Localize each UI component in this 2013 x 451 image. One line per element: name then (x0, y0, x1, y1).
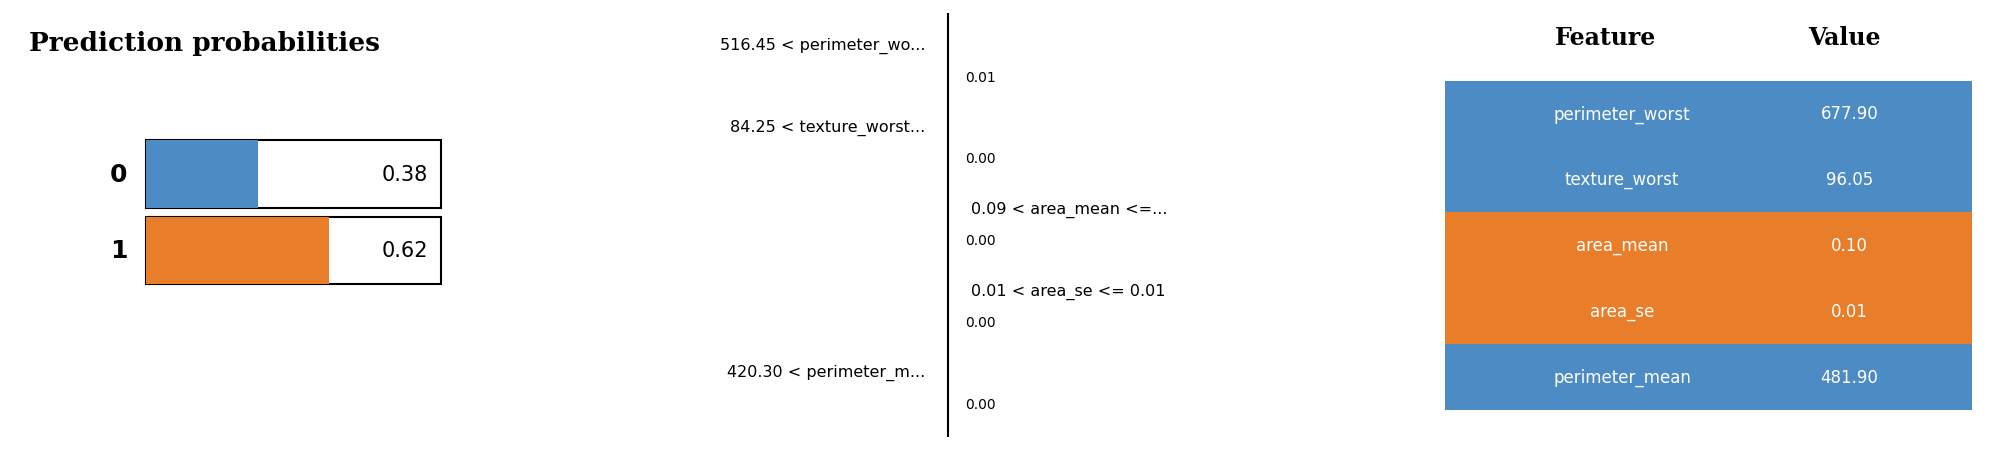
Text: 516.45 < perimeter_wo...: 516.45 < perimeter_wo... (721, 38, 926, 54)
Text: perimeter_mean: perimeter_mean (1554, 368, 1691, 386)
Text: 0.00: 0.00 (964, 234, 996, 248)
Text: Prediction probabilities: Prediction probabilities (28, 31, 380, 55)
Text: 1: 1 (111, 239, 127, 263)
Bar (1445, 147, 1971, 213)
Text: 0: 0 (799, 0, 817, 1)
Text: 0: 0 (111, 163, 127, 187)
Text: texture_worst: texture_worst (1564, 171, 1679, 189)
Text: 0.01 < area_se <= 0.01: 0.01 < area_se <= 0.01 (970, 283, 1166, 299)
Text: 0.00: 0.00 (964, 315, 996, 329)
Bar (145, 217, 328, 285)
Text: 0.10: 0.10 (1832, 237, 1868, 255)
Text: 0.01: 0.01 (964, 71, 996, 85)
Text: 0.01: 0.01 (1832, 302, 1868, 320)
Bar (1445, 278, 1971, 344)
Bar (145, 217, 441, 285)
Text: Feature: Feature (1554, 26, 1657, 50)
Text: 96.05: 96.05 (1826, 171, 1874, 189)
Bar (1445, 213, 1971, 278)
Bar (1445, 344, 1971, 410)
Text: 0.38: 0.38 (382, 165, 429, 184)
Text: 420.30 < perimeter_m...: 420.30 < perimeter_m... (727, 364, 926, 380)
Text: 677.90: 677.90 (1822, 105, 1878, 123)
Bar (1445, 81, 1971, 147)
Text: area_se: area_se (1590, 302, 1655, 320)
Text: area_mean: area_mean (1576, 237, 1669, 255)
Text: 84.25 < texture_worst...: 84.25 < texture_worst... (731, 120, 926, 136)
Text: Value: Value (1808, 26, 1880, 50)
Text: 0.00: 0.00 (964, 397, 996, 411)
Text: 0.62: 0.62 (380, 241, 429, 261)
Text: 0.09 < area_mean <=...: 0.09 < area_mean <=... (970, 201, 1168, 217)
Text: perimeter_worst: perimeter_worst (1554, 105, 1691, 123)
Text: 1: 1 (1079, 0, 1097, 1)
Text: 481.90: 481.90 (1820, 368, 1878, 386)
Text: 0.00: 0.00 (964, 152, 996, 166)
Bar (145, 141, 258, 208)
Bar (145, 141, 441, 208)
